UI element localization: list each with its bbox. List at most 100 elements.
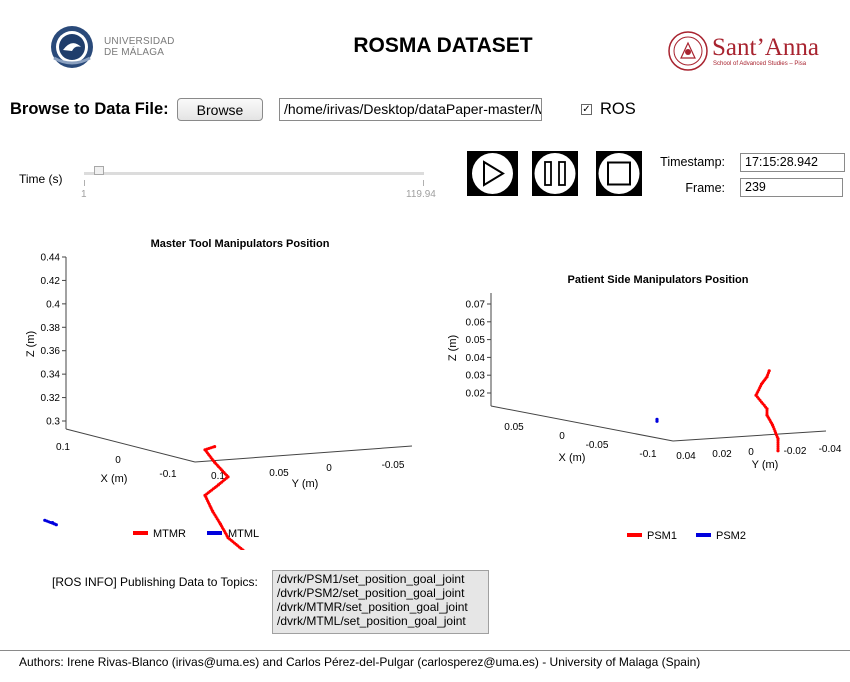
z-tick-label: 0.02 xyxy=(466,389,486,400)
z-tick-label: 0.05 xyxy=(466,335,486,346)
topics-list: /dvrk/PSM1/set_position_goal_joint /dvrk… xyxy=(272,570,489,634)
ros-checkbox-label: ROS xyxy=(600,100,636,118)
legend-mtml-label: MTML xyxy=(228,528,259,540)
trajectory-point-psm1 xyxy=(764,376,768,380)
ros-checkbox[interactable]: ✓ xyxy=(581,104,592,115)
trajectory-point-mtmr xyxy=(228,537,232,541)
z-axis-label: Z (m) xyxy=(25,331,37,357)
trajectory-point-psm1 xyxy=(765,409,769,413)
file-path-field[interactable]: /home/irivas/Desktop/dataPaper-master/M xyxy=(279,98,542,121)
stop-button[interactable] xyxy=(596,151,642,196)
topic-item: /dvrk/MTMR/set_position_goal_joint xyxy=(277,600,468,614)
x-tick-label: 0 xyxy=(559,431,565,442)
z-tick-label: 0.42 xyxy=(41,276,61,287)
footer-divider xyxy=(0,650,850,651)
trajectory-point-mtmr xyxy=(215,484,219,488)
chart-title: Master Tool Manipulators Position xyxy=(151,238,330,250)
z-tick-label: 0.34 xyxy=(41,370,61,381)
z-tick-label: 0.4 xyxy=(46,299,60,310)
slider-min-label: 1 xyxy=(81,189,87,200)
z-axis-label: Z (m) xyxy=(447,335,459,361)
trajectory-point-psm1 xyxy=(776,439,780,443)
psm-position-chart: Patient Side Manipulators Position 0.07 0… xyxy=(447,274,842,542)
z-tick-label: 0.32 xyxy=(41,393,61,404)
trajectory-point-psm1 xyxy=(767,371,770,375)
trajectory-point-mtmr xyxy=(219,524,223,528)
z-tick-label: 0.06 xyxy=(466,317,486,328)
page-title: ROSMA DATASET xyxy=(353,34,533,57)
z-tick-label: 0.38 xyxy=(41,323,61,334)
timestamp-label: Timestamp: xyxy=(660,155,725,169)
y-axis-line xyxy=(194,445,413,463)
time-label: Time (s) xyxy=(19,172,63,186)
y-axis-label: Y (m) xyxy=(752,459,779,471)
x-tick-label: -0.1 xyxy=(639,449,657,460)
slider-tick-min xyxy=(84,180,85,186)
y-tick-label: 0 xyxy=(748,447,754,458)
x-axis-line xyxy=(65,428,196,463)
santanna-logo-subtitle: School of Advanced Studies – Pisa xyxy=(713,61,807,67)
trajectory-point-psm1 xyxy=(759,384,763,388)
slider-max-label: 119.94 xyxy=(406,189,436,200)
x-tick-label: 0.05 xyxy=(504,422,524,433)
trajectory-point-mtmr xyxy=(204,495,208,499)
trajectory-point-mtmr xyxy=(211,445,215,449)
y-tick-label: 0.1 xyxy=(211,471,225,482)
y-tick-label: 0.02 xyxy=(712,449,732,460)
play-button[interactable] xyxy=(467,151,518,196)
trajectory-point-psm2 xyxy=(655,418,659,422)
topic-item: /dvrk/MTML/set_position_goal_joint xyxy=(277,614,466,628)
x-tick-label: -0.1 xyxy=(159,469,177,480)
time-slider-track[interactable] xyxy=(84,172,424,175)
trajectory-point-psm1 xyxy=(766,415,770,419)
browse-button[interactable]: Browse xyxy=(177,98,263,121)
santanna-logo-text: Sant’Anna xyxy=(712,34,819,61)
trajectory-point-psm1 xyxy=(755,395,759,399)
trajectory-point-mtmr xyxy=(212,511,216,515)
pause-button[interactable] xyxy=(532,151,578,196)
z-tick-label: 0.03 xyxy=(466,371,486,382)
slider-tick-max xyxy=(423,180,424,186)
y-tick-label: 0 xyxy=(326,463,332,474)
santanna-logo: Sant’Anna School of Advanced Studies – P… xyxy=(667,30,827,76)
frame-field[interactable]: 239 xyxy=(740,178,843,197)
mtm-position-chart: Master Tool Manipulators Position 0.44 0.… xyxy=(25,238,413,550)
y-tick-label: -0.04 xyxy=(819,444,842,455)
timestamp-field[interactable]: 17:15:28.942 xyxy=(740,153,845,172)
x-tick-label: -0.05 xyxy=(586,440,609,451)
z-tick-label: 0.44 xyxy=(41,253,61,264)
y-axis-label: Y (m) xyxy=(292,478,319,490)
x-axis-label: X (m) xyxy=(559,452,586,464)
play-icon xyxy=(472,153,513,194)
y-tick-label: 0.04 xyxy=(676,451,696,462)
time-slider-thumb[interactable] xyxy=(94,166,105,175)
legend-mtmr-label: MTMR xyxy=(153,528,186,540)
y-axis-line xyxy=(672,430,827,442)
z-tick-label: 0.04 xyxy=(466,353,486,364)
y-tick-label: 0.05 xyxy=(269,468,289,479)
legend-psm2-label: PSM2 xyxy=(716,530,746,542)
z-tick-label: 0.3 xyxy=(46,417,60,428)
trajectory-point-mtml xyxy=(45,519,49,523)
trajectory-point-psm1 xyxy=(776,443,780,447)
university-logo-text: UNIVERSIDAD DE MÁLAGA xyxy=(104,36,175,58)
y-tick-label: -0.02 xyxy=(784,446,807,457)
trajectory-point-psm1 xyxy=(765,411,769,415)
footer-authors: Authors: Irene Rivas-Blanco (irivas@uma.… xyxy=(19,655,701,669)
ros-info-label: [ROS INFO] Publishing Data to Topics: xyxy=(52,575,258,589)
trajectory-point-psm1 xyxy=(771,425,775,429)
y-tick-label: -0.05 xyxy=(382,460,405,471)
data-file-label: Browse to Data File: xyxy=(10,100,169,118)
x-axis-label: X (m) xyxy=(101,473,128,485)
university-logo: UNIVERSIDAD DE MÁLAGA xyxy=(46,24,176,72)
frame-label: Frame: xyxy=(685,181,725,195)
legend-psm1-label: PSM1 xyxy=(647,530,677,542)
x-tick-label: 0.1 xyxy=(56,442,70,453)
x-axis-line xyxy=(490,405,674,442)
trajectory-point-mtmr xyxy=(214,462,218,466)
pause-icon xyxy=(534,153,576,194)
university-seal-icon xyxy=(51,26,93,68)
stop-icon xyxy=(598,153,640,194)
trajectory-point-mtmr xyxy=(224,476,228,480)
chart-title: Patient Side Manipulators Position xyxy=(568,274,749,286)
